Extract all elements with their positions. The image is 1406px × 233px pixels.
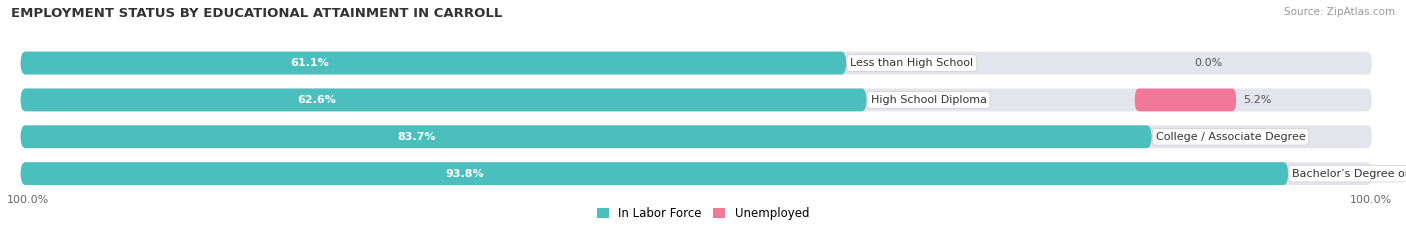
Text: 0.0%: 0.0% [1194,58,1222,68]
Text: 5.2%: 5.2% [1243,95,1271,105]
Text: 100.0%: 100.0% [7,195,49,205]
FancyBboxPatch shape [21,52,1372,75]
FancyBboxPatch shape [21,89,1372,111]
Text: Bachelor’s Degree or higher: Bachelor’s Degree or higher [1292,169,1406,179]
Text: 83.7%: 83.7% [396,132,436,142]
Text: 100.0%: 100.0% [1350,195,1392,205]
FancyBboxPatch shape [21,52,846,75]
Text: College / Associate Degree: College / Associate Degree [1156,132,1305,142]
Text: Source: ZipAtlas.com: Source: ZipAtlas.com [1284,7,1395,17]
FancyBboxPatch shape [21,125,1372,148]
Text: 62.6%: 62.6% [297,95,336,105]
Text: High School Diploma: High School Diploma [870,95,987,105]
Text: 61.1%: 61.1% [290,58,329,68]
Text: Less than High School: Less than High School [851,58,973,68]
Text: 93.8%: 93.8% [444,169,484,179]
FancyBboxPatch shape [21,89,866,111]
FancyBboxPatch shape [21,125,1152,148]
FancyBboxPatch shape [1135,89,1236,111]
FancyBboxPatch shape [21,162,1288,185]
Legend: In Labor Force, Unemployed: In Labor Force, Unemployed [592,202,814,225]
Text: EMPLOYMENT STATUS BY EDUCATIONAL ATTAINMENT IN CARROLL: EMPLOYMENT STATUS BY EDUCATIONAL ATTAINM… [11,7,502,20]
FancyBboxPatch shape [21,162,1372,185]
